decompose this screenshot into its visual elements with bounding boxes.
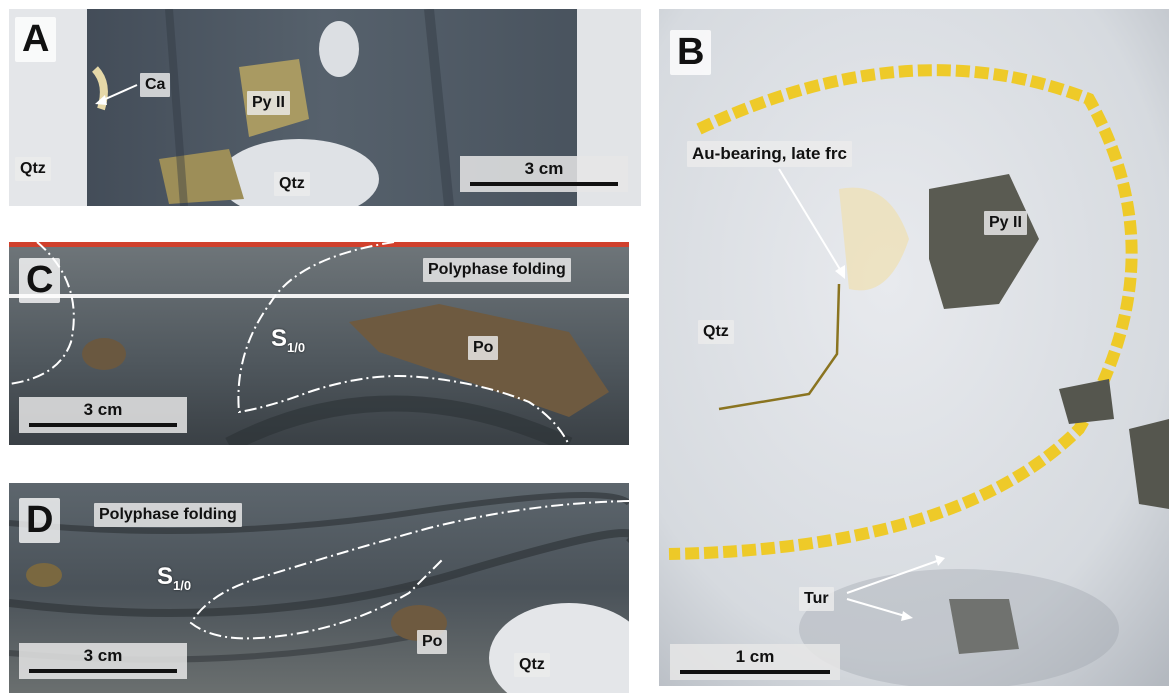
polyphase-folding-label-d: Polyphase folding <box>94 503 242 527</box>
panel-b: B Au-bearing, late frc Py II Qtz Tur 1 c… <box>659 9 1169 686</box>
polyphase-folding-label-c: Polyphase folding <box>423 258 571 282</box>
panel-b-letter: B <box>670 30 712 75</box>
calcite-label: Ca <box>140 73 171 97</box>
gold-bearing-fracture-label: Au-bearing, late frc <box>687 141 852 167</box>
panel-b-scale-text: 1 cm <box>735 647 775 666</box>
panel-a-scale-bar: 3 cm <box>460 156 628 192</box>
panel-c-scale-bar: 3 cm <box>19 397 187 433</box>
quartz-label-b: Qtz <box>698 320 734 344</box>
panel-c-letter: C <box>19 258 61 303</box>
foliation-label-c: S1/0 <box>271 325 305 355</box>
panel-d-scale-bar: 3 cm <box>19 643 187 679</box>
panel-d-scale-text: 3 cm <box>83 646 123 665</box>
panel-a: A Ca Py II Qtz Qtz 3 cm <box>9 9 641 206</box>
tourmaline-label: Tur <box>799 587 834 611</box>
pyrrhotite-label-d: Po <box>417 630 448 654</box>
panel-a-scale-line <box>470 181 618 186</box>
panel-b-scale-bar: 1 cm <box>670 644 840 680</box>
quartz-label-d: Qtz <box>514 653 550 677</box>
foliation-subscript-d: 1/0 <box>173 577 192 593</box>
pyrite-ii-label-b: Py II <box>984 211 1027 235</box>
pyrrhotite-label-c: Po <box>468 336 499 360</box>
foliation-subscript-c: 1/0 <box>287 339 306 355</box>
panel-a-letter: A <box>15 17 57 62</box>
panel-c: C Polyphase folding S1/0 Po 3 cm <box>9 242 629 445</box>
panel-b-scale-line <box>680 669 830 674</box>
quartz-label-left: Qtz <box>15 157 51 181</box>
quartz-label-middle: Qtz <box>274 172 310 196</box>
foliation-symbol-d: S <box>157 563 174 590</box>
panel-c-scale-line <box>29 422 177 427</box>
panel-b-photo <box>659 9 1169 686</box>
foliation-label-d: S1/0 <box>157 563 191 593</box>
panel-d: D Polyphase folding S1/0 Po Qtz 3 cm <box>9 483 629 693</box>
panel-d-scale-line <box>29 668 177 673</box>
panel-a-scale-text: 3 cm <box>524 159 564 178</box>
panel-c-scale-text: 3 cm <box>83 400 123 419</box>
foliation-symbol-c: S <box>271 325 288 352</box>
panel-d-letter: D <box>19 498 61 543</box>
pyrite-ii-label: Py II <box>247 91 290 115</box>
